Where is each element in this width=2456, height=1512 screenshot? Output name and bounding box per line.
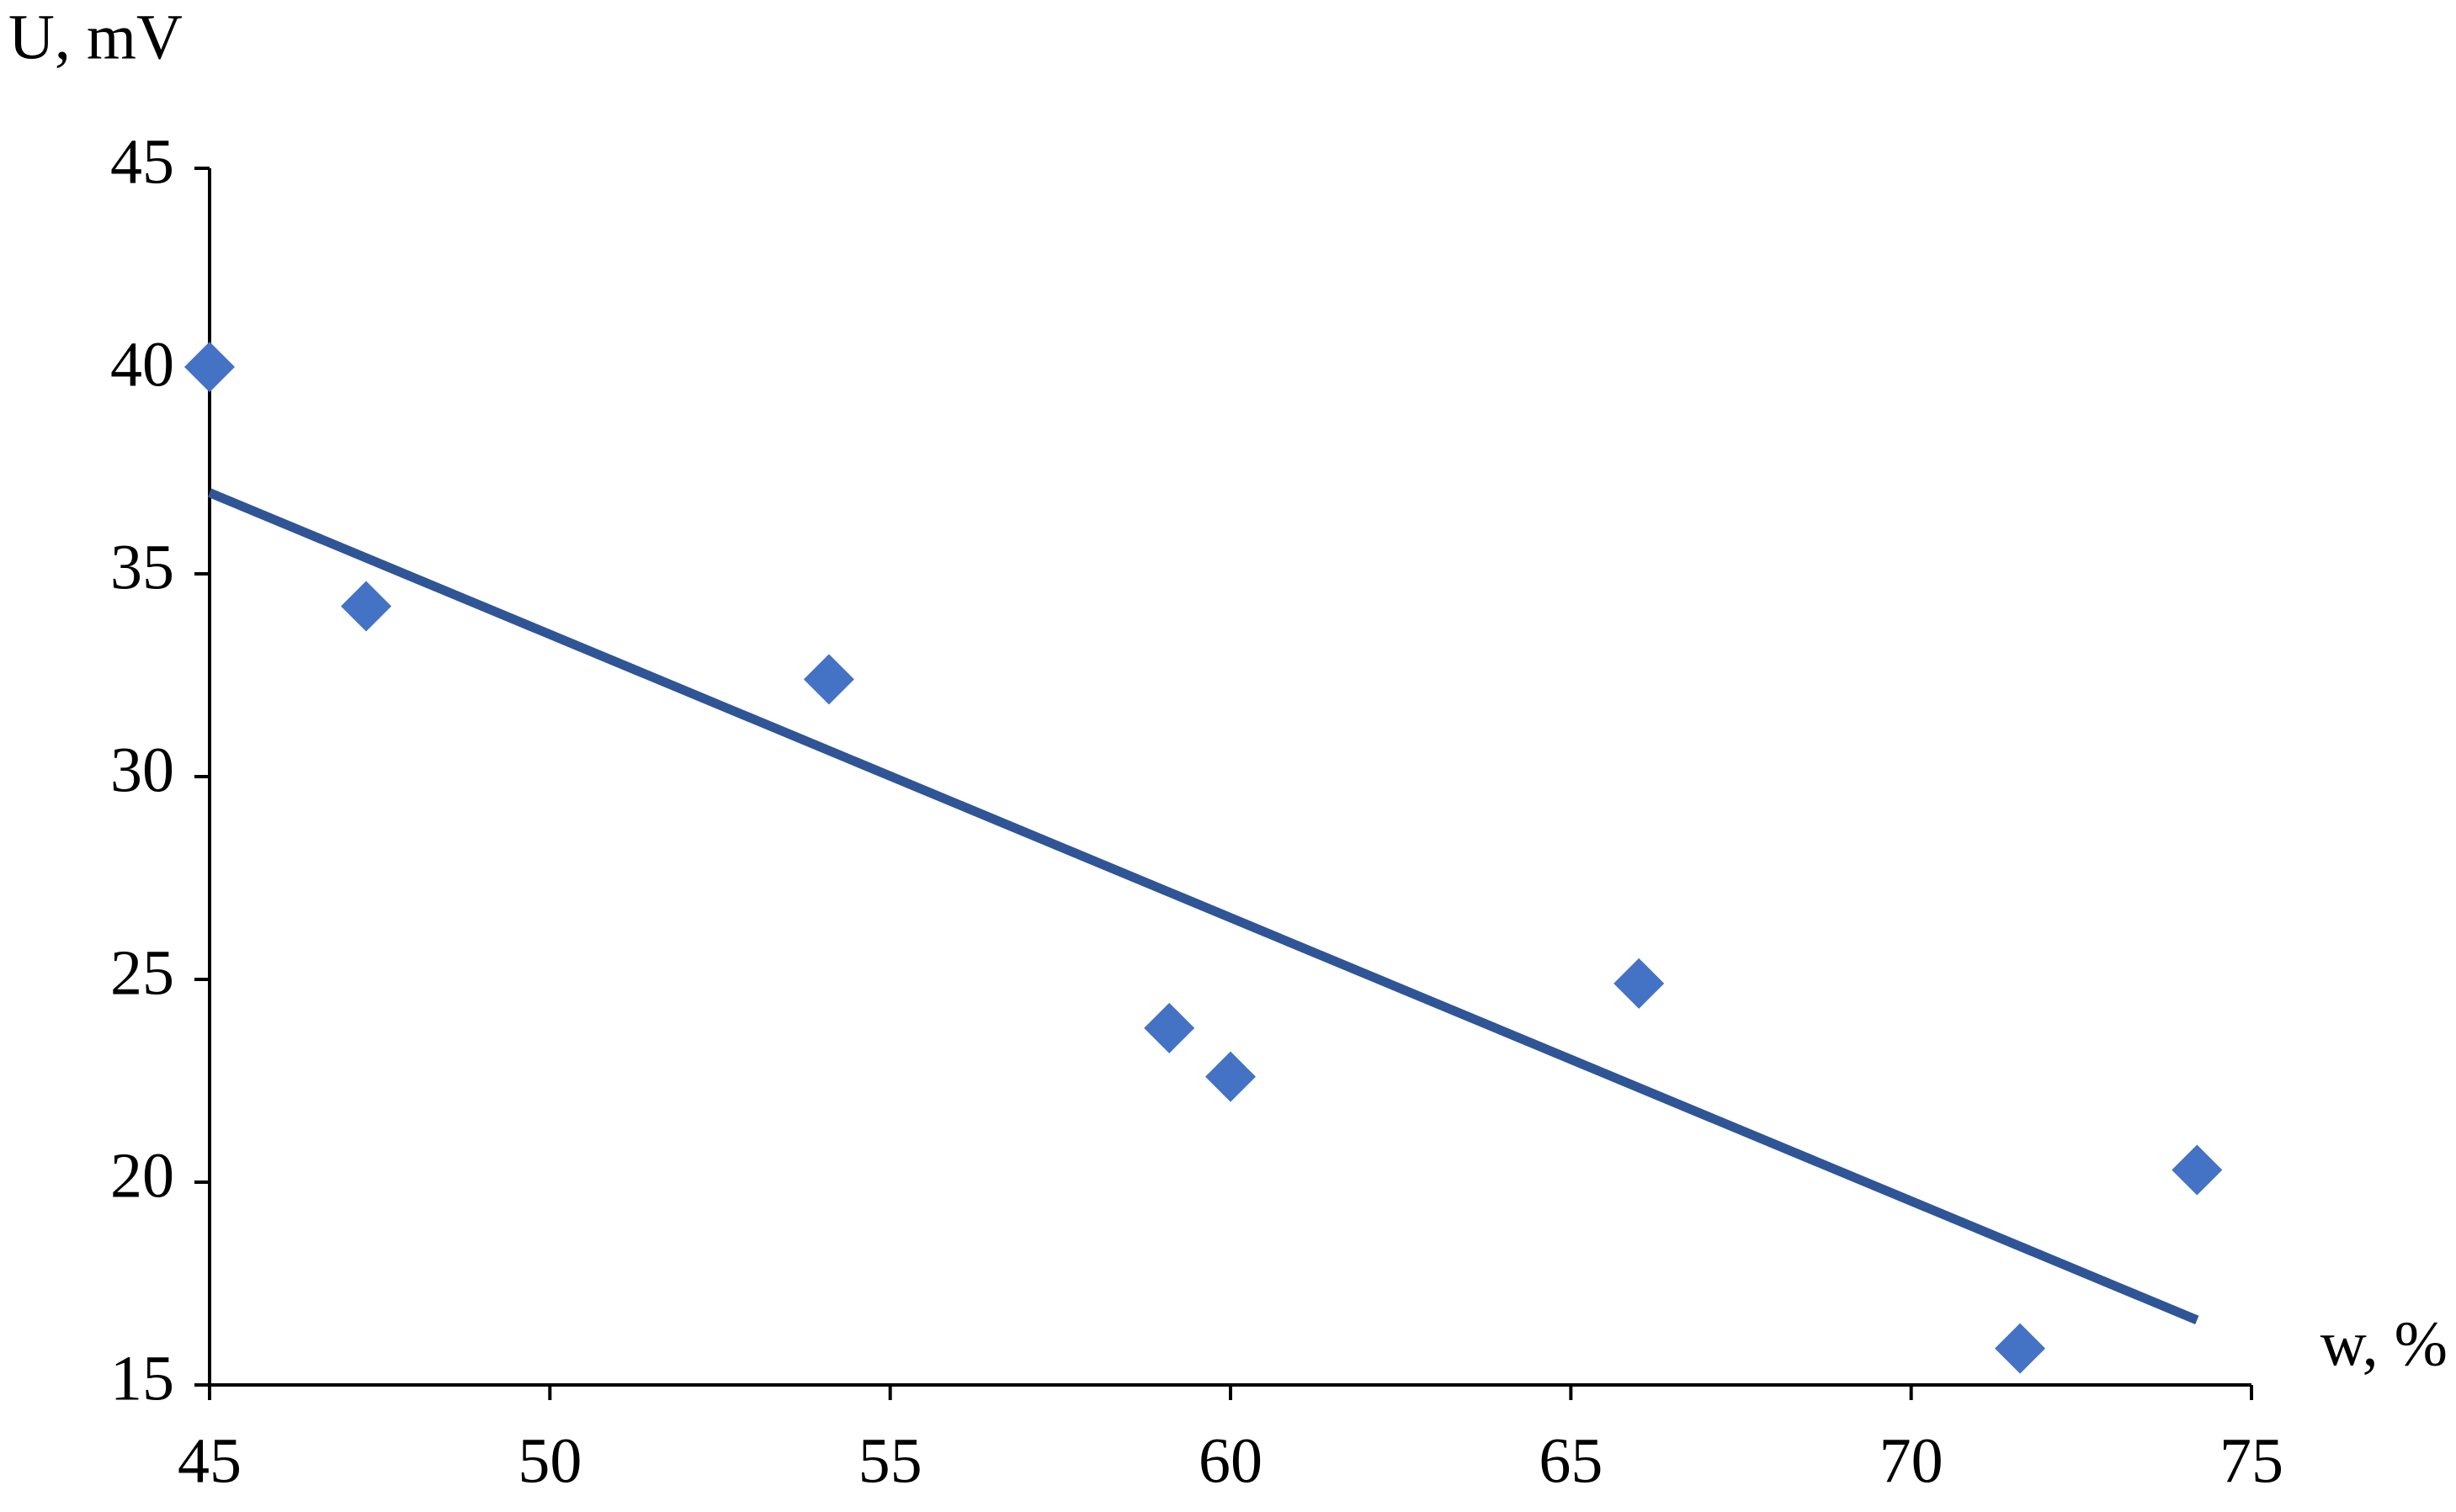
point [340, 581, 391, 632]
x-tick-label: 45 [178, 1425, 242, 1496]
x-tick-label: 65 [1539, 1425, 1603, 1496]
point [1144, 1002, 1195, 1053]
x-tick-label: 55 [859, 1425, 922, 1496]
point [1205, 1051, 1256, 1102]
y-tick-label: 25 [110, 937, 174, 1008]
trendline [207, 488, 2199, 1324]
point [803, 654, 854, 705]
point [184, 342, 235, 393]
y-tick-label: 30 [110, 735, 174, 805]
point [2172, 1144, 2223, 1196]
y-tick-label: 45 [110, 126, 174, 197]
x-tick-label: 50 [518, 1425, 582, 1496]
y-tick-label: 15 [110, 1343, 174, 1414]
y-tick-label: 40 [110, 329, 174, 400]
y-tick-label: 35 [110, 532, 174, 602]
x-tick-label: 60 [1199, 1425, 1263, 1496]
x-tick-label: 70 [1879, 1425, 1943, 1496]
x-axis-label: w, % [2320, 1308, 2448, 1379]
x-tick-label: 75 [2219, 1425, 2283, 1496]
y-tick-label: 20 [110, 1140, 174, 1211]
point [1995, 1323, 2046, 1374]
point [1613, 958, 1665, 1009]
y-axis-label: U, mV [8, 2, 183, 72]
